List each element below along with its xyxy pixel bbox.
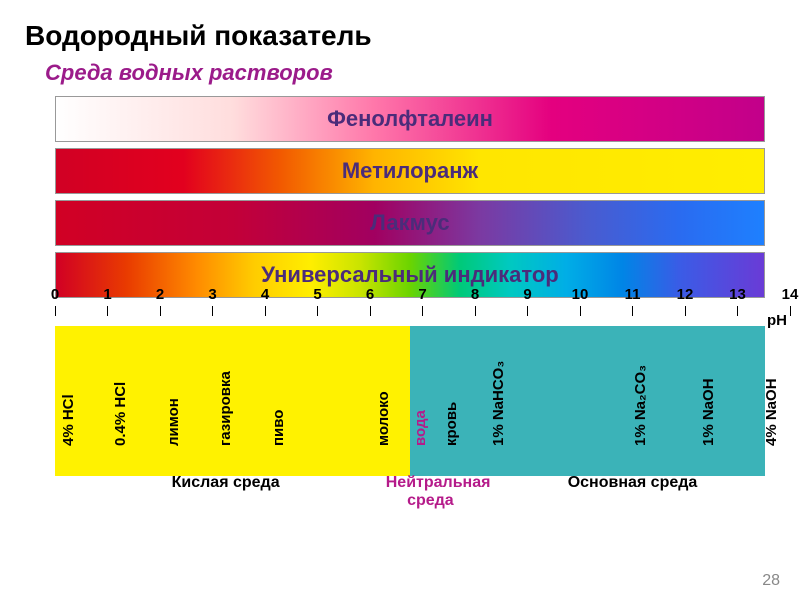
tick-mark — [422, 306, 423, 316]
substance-label: 1% NaOH — [700, 378, 717, 446]
bar-phenolphthalein: Фенолфталеин — [55, 96, 765, 142]
substance-label: 4% NaOH — [763, 378, 780, 446]
scale-ticks: 01234567891011121314 — [55, 304, 765, 326]
tick-number: 1 — [98, 286, 118, 303]
tick-mark — [370, 306, 371, 316]
slide: Водородный показатель Среда водных раств… — [0, 0, 800, 600]
substance-labels: 4% HCl 0.4% HCl лимон газировка пиво молоко во… — [55, 326, 765, 476]
page-subtitle: Среда водных растворов — [45, 60, 775, 86]
tick-number: 9 — [518, 286, 538, 303]
tick-number: 0 — [45, 286, 65, 303]
substance-label: 1% NaHCO₃ — [490, 361, 507, 446]
bar-methylorange: Метилоранж — [55, 148, 765, 194]
tick-number: 7 — [413, 286, 433, 303]
tick-number: 13 — [728, 286, 748, 303]
tick-number: 4 — [255, 286, 275, 303]
bar-label: Универсальный индикатор — [261, 262, 558, 288]
bar-label: Фенолфталеин — [327, 106, 493, 132]
tick-number: 5 — [308, 286, 328, 303]
tick-number: 3 — [203, 286, 223, 303]
tick-mark — [475, 306, 476, 316]
tick-number: 8 — [465, 286, 485, 303]
substance-label: 0.4% HCl — [112, 382, 129, 446]
tick-mark — [107, 306, 108, 316]
environment-label: Нейтральная среда — [386, 474, 475, 509]
tick-mark — [265, 306, 266, 316]
tick-mark — [527, 306, 528, 316]
tick-number: 14 — [780, 286, 800, 303]
environment-label: Кислая среда — [55, 474, 396, 492]
bar-litmus: Лакмус — [55, 200, 765, 246]
tick-number: 2 — [150, 286, 170, 303]
tick-mark — [737, 306, 738, 316]
substance-label: кровь — [443, 402, 460, 446]
tick-mark — [317, 306, 318, 316]
tick-number: 11 — [623, 286, 643, 303]
substance-label: молоко — [375, 391, 392, 446]
substance-label: лимон — [165, 398, 182, 446]
substance-label: 4% HCl — [60, 394, 77, 446]
tick-mark — [55, 306, 56, 316]
tick-mark — [790, 306, 791, 316]
ph-scale: pH 01234567891011121314 4% HCl0.4% HClли… — [55, 304, 765, 504]
tick-number: 6 — [360, 286, 380, 303]
slide-number: 28 — [762, 572, 780, 590]
bar-label: Метилоранж — [342, 158, 478, 184]
tick-mark — [212, 306, 213, 316]
tick-mark — [685, 306, 686, 316]
axis-label: pH — [767, 312, 787, 329]
tick-mark — [160, 306, 161, 316]
substance-label: пиво — [270, 410, 287, 446]
indicator-bars: Фенолфталеин Метилоранж Лакмус Универсал… — [55, 96, 765, 298]
tick-mark — [580, 306, 581, 316]
substance-label: вода — [412, 410, 429, 446]
substance-label: 1% Na₂CO₃ — [632, 365, 649, 446]
tick-mark — [632, 306, 633, 316]
bar-label: Лакмус — [370, 210, 449, 236]
tick-number: 12 — [675, 286, 695, 303]
environment-label: Основная среда — [475, 474, 790, 492]
page-title: Водородный показатель — [25, 20, 775, 52]
tick-number: 10 — [570, 286, 590, 303]
substance-label: газировка — [217, 371, 234, 446]
